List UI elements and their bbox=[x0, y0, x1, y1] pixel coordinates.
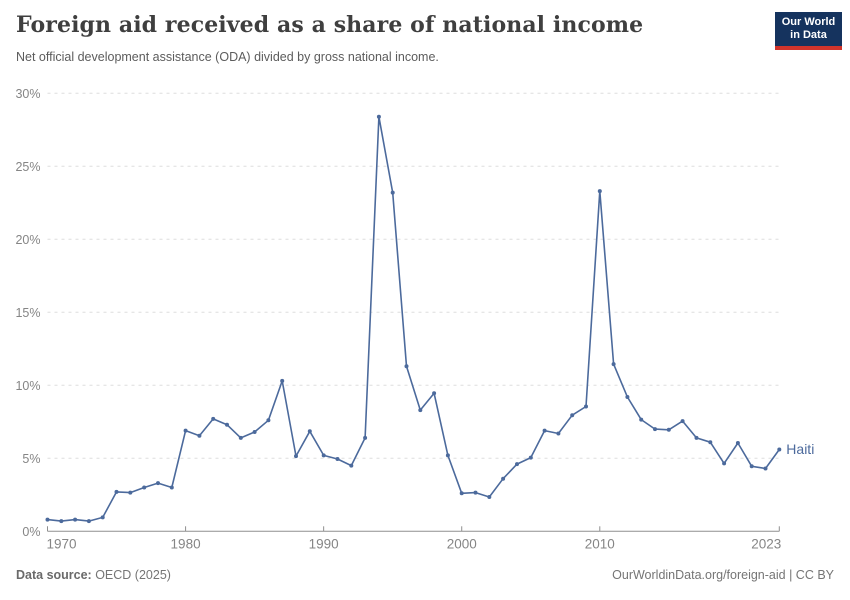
chart-footer: Data source: OECD (2025) OurWorldinData.… bbox=[16, 568, 834, 582]
data-point-2000[interactable] bbox=[459, 491, 464, 496]
data-point-1987[interactable] bbox=[280, 378, 285, 383]
data-point-2011[interactable] bbox=[611, 362, 616, 367]
data-point-1988[interactable] bbox=[294, 454, 298, 459]
data-point-2009[interactable] bbox=[584, 404, 588, 409]
chart-canvas[interactable]: 0% 5% 10% 15% 20% 25% 30% 1970 1980 1990 2000 2010 2… bbox=[0, 85, 850, 560]
data-point-2018[interactable] bbox=[708, 440, 713, 445]
logo-line-2: in Data bbox=[790, 29, 827, 41]
data-point-1991[interactable] bbox=[335, 457, 340, 461]
series-label-haiti[interactable]: Haiti bbox=[786, 441, 814, 457]
x-tick-label-2010: 2010 bbox=[585, 536, 615, 551]
data-source: Data source: OECD (2025) bbox=[16, 568, 171, 582]
data-point-1985[interactable] bbox=[252, 430, 257, 434]
data-point-1972[interactable] bbox=[73, 517, 78, 522]
data-point-1977[interactable] bbox=[142, 485, 147, 490]
data-point-1992[interactable] bbox=[349, 463, 354, 468]
data-point-1976[interactable] bbox=[128, 490, 133, 495]
data-point-2006[interactable] bbox=[542, 428, 547, 433]
x-tick-label-1980: 1980 bbox=[171, 536, 201, 551]
data-point-1974[interactable] bbox=[100, 515, 105, 520]
data-source-label: Data source: bbox=[16, 568, 92, 582]
data-point-1998[interactable] bbox=[432, 391, 437, 396]
data-point-2017[interactable] bbox=[694, 435, 699, 440]
data-point-1975[interactable] bbox=[114, 489, 119, 494]
logo-line-1: Our World bbox=[781, 16, 836, 29]
y-tick-label-25pct: 25% bbox=[15, 160, 40, 174]
data-point-1971[interactable] bbox=[59, 519, 64, 524]
data-point-1982[interactable] bbox=[211, 416, 216, 421]
data-point-1978[interactable] bbox=[156, 481, 160, 486]
data-point-1984[interactable] bbox=[238, 435, 243, 440]
data-point-2001[interactable] bbox=[473, 490, 478, 495]
y-tick-label-0pct: 0% bbox=[22, 525, 40, 539]
x-tick-label-1990: 1990 bbox=[309, 536, 339, 551]
data-point-2012[interactable] bbox=[625, 395, 630, 399]
data-point-1983[interactable] bbox=[225, 422, 229, 427]
data-point-1997[interactable] bbox=[418, 408, 423, 413]
data-point-2002[interactable] bbox=[487, 495, 492, 499]
data-point-2010[interactable] bbox=[597, 189, 602, 194]
data-point-2020[interactable] bbox=[735, 441, 740, 445]
data-point-1979[interactable] bbox=[169, 485, 174, 490]
page-title: Foreign aid received as a share of natio… bbox=[16, 12, 644, 38]
owid-logo[interactable]: Our World in Data bbox=[775, 12, 842, 50]
chart-subtitle: Net official development assistance (ODA… bbox=[16, 50, 439, 64]
data-point-2007[interactable] bbox=[556, 431, 561, 436]
x-tick-label-2023: 2023 bbox=[751, 536, 781, 551]
data-point-2004[interactable] bbox=[515, 462, 519, 467]
data-point-1994[interactable] bbox=[376, 114, 381, 119]
data-point-2014[interactable] bbox=[653, 427, 657, 432]
data-point-1996[interactable] bbox=[404, 364, 409, 369]
data-point-1980[interactable] bbox=[183, 428, 188, 433]
data-point-1989[interactable] bbox=[307, 429, 312, 434]
data-point-2021[interactable] bbox=[749, 464, 754, 469]
data-point-1986[interactable] bbox=[266, 418, 271, 423]
data-point-2016[interactable] bbox=[680, 419, 685, 424]
data-source-value: OECD (2025) bbox=[91, 568, 171, 582]
data-point-2008[interactable] bbox=[570, 413, 575, 418]
data-point-2003[interactable] bbox=[501, 476, 506, 481]
data-point-1970[interactable] bbox=[45, 517, 50, 522]
data-point-2019[interactable] bbox=[722, 461, 727, 466]
data-point-1993[interactable] bbox=[363, 435, 368, 440]
x-tick-label-1970: 1970 bbox=[47, 536, 77, 551]
data-point-2023[interactable] bbox=[777, 447, 782, 452]
y-tick-label-5pct: 5% bbox=[22, 452, 40, 466]
x-tick-label-2000: 2000 bbox=[447, 536, 477, 551]
data-point-1995[interactable] bbox=[390, 190, 395, 195]
y-tick-label-10pct: 10% bbox=[15, 379, 40, 393]
data-point-1990[interactable] bbox=[321, 453, 326, 458]
data-point-2005[interactable] bbox=[528, 455, 533, 460]
data-point-2013[interactable] bbox=[639, 417, 644, 422]
data-point-2022[interactable] bbox=[763, 466, 768, 471]
y-tick-label-20pct: 20% bbox=[15, 233, 40, 247]
footer-citation-link[interactable]: OurWorldinData.org/foreign-aid | CC BY bbox=[612, 568, 834, 582]
y-tick-label-15pct: 15% bbox=[15, 306, 40, 320]
data-point-1981[interactable] bbox=[197, 433, 202, 438]
data-point-1999[interactable] bbox=[445, 453, 450, 458]
data-point-2015[interactable] bbox=[666, 427, 671, 432]
series-line-haiti[interactable] bbox=[46, 115, 781, 522]
y-tick-label-30pct: 30% bbox=[15, 87, 40, 101]
data-point-1973[interactable] bbox=[86, 519, 91, 524]
